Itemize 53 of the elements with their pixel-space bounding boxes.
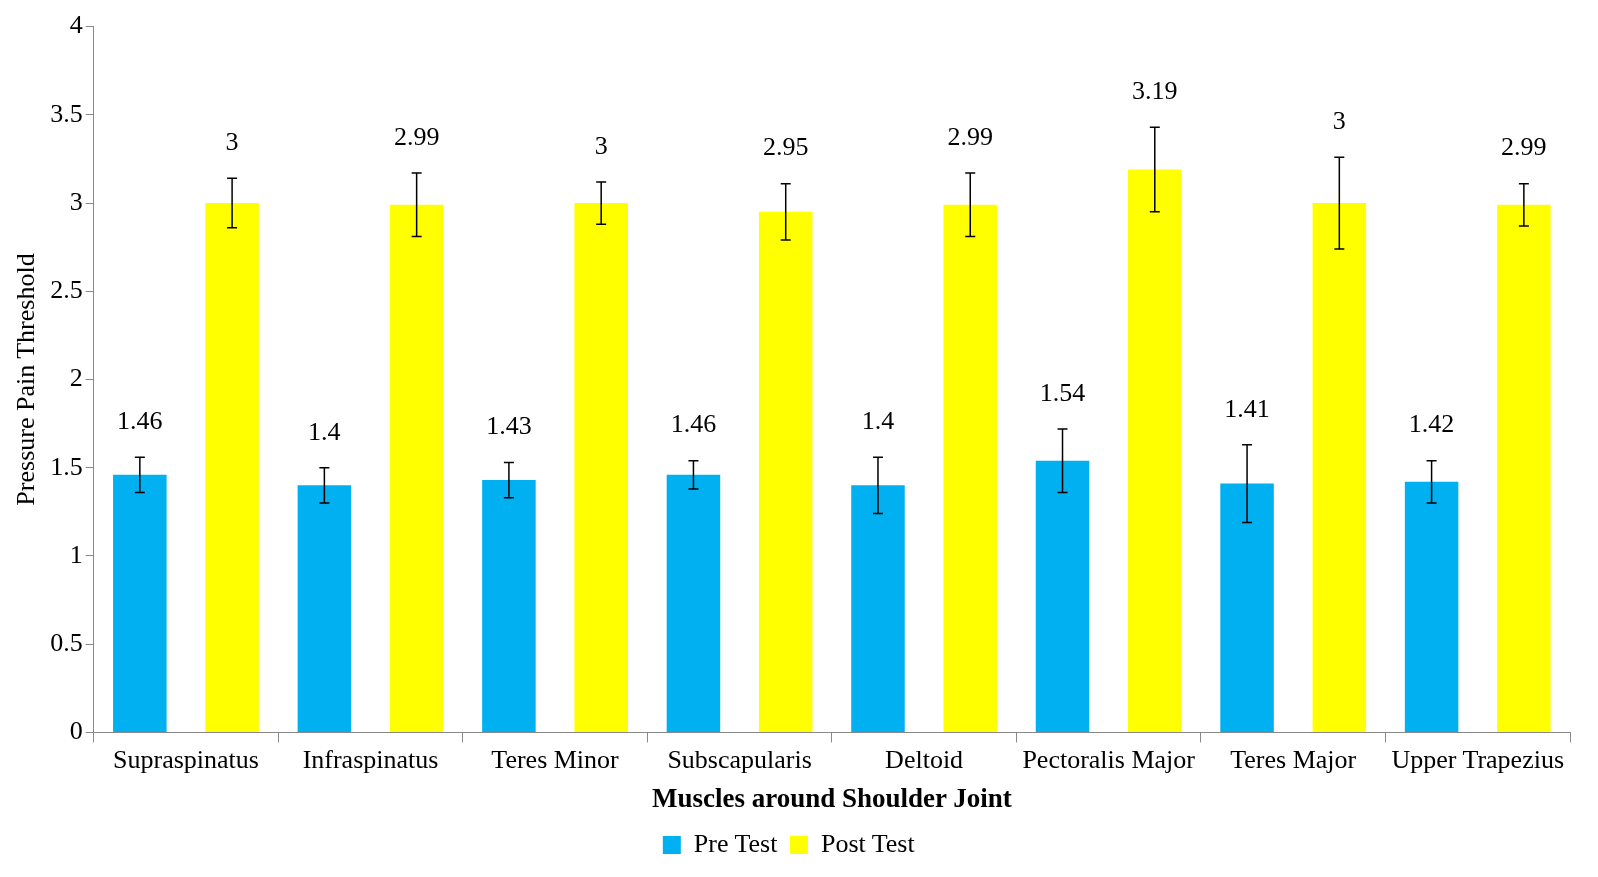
bar [666, 474, 721, 732]
bar [943, 204, 998, 732]
bar [1220, 483, 1274, 732]
bar [1035, 460, 1090, 732]
x-axis-title: Muscles around Shoulder Joint [651, 782, 1012, 813]
data-label: 2.99 [1501, 132, 1547, 162]
y-tick-label: 3 [69, 186, 83, 216]
x-tick-label: Supraspinatus [113, 744, 259, 774]
y-tick-label: 4 [69, 10, 83, 40]
x-tick-label: Deltoid [885, 744, 964, 774]
data-label: 1.43 [486, 411, 532, 441]
x-tick-label: Infraspinatus [302, 744, 439, 774]
bar [1312, 203, 1367, 732]
bar [1128, 169, 1182, 732]
data-label: 2.95 [762, 132, 809, 162]
bar [297, 485, 352, 732]
data-label: 1.42 [1408, 409, 1455, 439]
bar [574, 203, 628, 732]
data-label: 1.41 [1224, 393, 1270, 423]
y-tick-label: 2 [69, 363, 83, 393]
data-label: 2.99 [393, 121, 440, 151]
x-tick-label: Upper Trapezius [1391, 744, 1565, 774]
y-tick-label: 1 [69, 539, 83, 569]
bar [1404, 481, 1459, 732]
y-axis-title: Pressure Pain Threshold [11, 253, 41, 506]
x-tick-label: Teres Major [1230, 744, 1357, 774]
bar [758, 211, 813, 732]
data-label: 1.4 [308, 416, 341, 446]
legend-label: Post Test [820, 828, 916, 858]
y-tick-label: 3.5 [50, 98, 83, 128]
y-tick-label: 1.5 [50, 451, 83, 481]
data-label: 3 [1332, 106, 1346, 135]
y-tick-label: 0 [69, 716, 83, 746]
bar [482, 480, 536, 732]
data-label: 2.99 [947, 121, 993, 151]
x-tick-label: Pectoralis Major [1022, 744, 1196, 774]
data-label: 1.46 [117, 405, 163, 435]
x-tick-label: Teres Minor [491, 744, 620, 774]
y-tick-label: 2.5 [50, 275, 83, 305]
data-label: 3.19 [1132, 76, 1178, 105]
data-label: 1.54 [1039, 377, 1086, 407]
y-tick-label: 0.5 [50, 628, 83, 657]
data-label: 1.4 [861, 405, 895, 435]
bar [851, 485, 905, 732]
data-label: 1.46 [670, 409, 717, 439]
x-tick-label: Subscapularis [667, 744, 812, 774]
bar [389, 204, 444, 732]
legend-label: Pre Test [693, 828, 779, 858]
bar [205, 203, 259, 732]
data-label: 3 [594, 130, 608, 160]
bar [113, 474, 167, 732]
bar [1497, 204, 1551, 732]
data-label: 3 [225, 127, 239, 157]
